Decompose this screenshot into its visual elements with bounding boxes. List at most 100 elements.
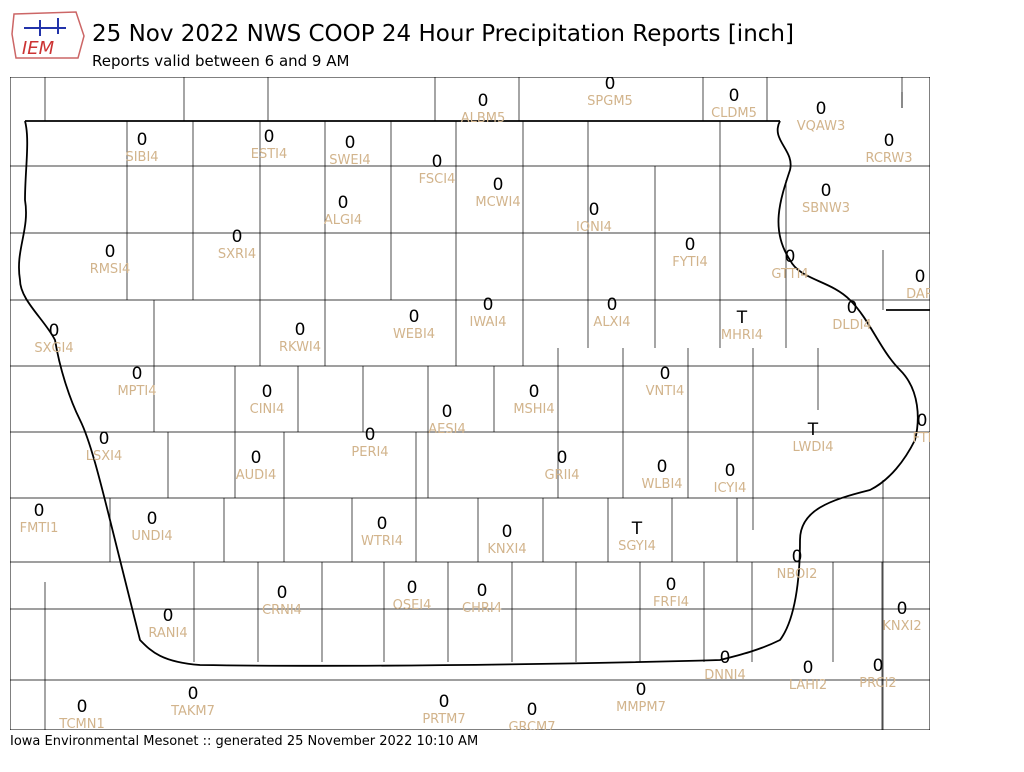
station-id: WLBI4 (641, 477, 682, 492)
station-id: FYTI4 (672, 255, 707, 270)
station-value: 0 (502, 522, 513, 542)
station-id: RCRW3 (865, 151, 912, 166)
station-id: PRTM7 (422, 712, 465, 727)
station-id: WEBI4 (393, 327, 435, 342)
title: 25 Nov 2022 NWS COOP 24 Hour Precipitati… (92, 21, 794, 47)
station-id: LAHI2 (789, 678, 827, 693)
station-id: OSEI4 (393, 598, 432, 613)
station-value: 0 (605, 74, 616, 94)
station-id: KNXI2 (882, 619, 921, 634)
station-id: AESI4 (428, 422, 465, 437)
station-value: 0 (685, 235, 696, 255)
station-id: WTRI4 (361, 534, 403, 549)
station-value: 0 (188, 684, 199, 704)
station-id: CLDM5 (711, 106, 757, 121)
station-id: IONI4 (576, 220, 612, 235)
station-value: 0 (34, 501, 45, 521)
station-id: ESTI4 (251, 147, 288, 162)
station-value: 0 (729, 86, 740, 106)
station-value: 0 (607, 295, 618, 315)
station-id: AUDI4 (236, 468, 277, 483)
station-id: SXRI4 (218, 247, 256, 262)
station-id: KNXI4 (487, 542, 526, 557)
station-value: 0 (657, 457, 668, 477)
station-id: SPGM5 (587, 94, 633, 109)
station-value: 0 (251, 448, 262, 468)
station-id: ICYI4 (714, 481, 747, 496)
station-id: FRFI4 (653, 595, 689, 610)
station-id: DLDI4 (832, 318, 871, 333)
logo-text: IEM (22, 38, 55, 59)
station-value: 0 (163, 606, 174, 626)
station-id: SBNW3 (802, 201, 850, 216)
station-value: 0 (99, 429, 110, 449)
station-value: 0 (847, 298, 858, 318)
station-value: 0 (803, 658, 814, 678)
station-value: 0 (477, 581, 488, 601)
station-value: 0 (917, 411, 928, 431)
station-id: MCWI4 (475, 195, 520, 210)
station-value: 0 (725, 461, 736, 481)
station-id: RANI4 (148, 626, 187, 641)
station-value: T (631, 519, 643, 539)
station-id: GRCM7 (508, 720, 555, 735)
station-value: 0 (493, 175, 504, 195)
station-value: 0 (295, 320, 306, 340)
station-value: 0 (442, 402, 453, 422)
county-lines (10, 77, 930, 730)
station-id: DAR (906, 287, 934, 302)
station-value: 0 (338, 193, 349, 213)
station-id: SWEI4 (329, 153, 370, 168)
station-value: 0 (557, 448, 568, 468)
station-id: CHRI4 (462, 601, 502, 616)
station-id: TCMN1 (58, 717, 104, 732)
station-value: T (807, 420, 819, 440)
station-id: SGYI4 (618, 539, 656, 554)
station-value: 0 (439, 692, 450, 712)
station-value: 0 (432, 152, 443, 172)
station-value: 0 (232, 227, 243, 247)
station-value: 0 (483, 295, 494, 315)
station-id: MHRI4 (721, 328, 763, 343)
station-value: T (736, 308, 748, 328)
station-value: 0 (377, 514, 388, 534)
station-value: 0 (345, 133, 356, 153)
station-id: ALBM5 (461, 111, 506, 126)
station-value: 0 (407, 578, 418, 598)
station-value: 0 (262, 382, 273, 402)
station-value: 0 (897, 599, 908, 619)
station-id: GRII4 (544, 468, 579, 483)
station-id: VNTI4 (646, 384, 685, 399)
station-value: 0 (49, 321, 60, 341)
station-value: 0 (873, 656, 884, 676)
station-value: 0 (409, 307, 420, 327)
station-value: 0 (884, 131, 895, 151)
station-id: RMSI4 (90, 262, 131, 277)
station-id: ALGI4 (324, 213, 362, 228)
subtitle: Reports valid between 6 and 9 AM (92, 52, 349, 70)
station-value: 0 (636, 680, 647, 700)
station-value: 0 (277, 583, 288, 603)
station-id: PRCI2 (859, 676, 896, 691)
station-value: 0 (264, 127, 275, 147)
station-id: VQAW3 (797, 119, 845, 134)
station-value: 0 (365, 425, 376, 445)
station-value: 0 (77, 697, 88, 717)
station-value: 0 (147, 509, 158, 529)
station-value: 0 (821, 181, 832, 201)
station-value: 0 (529, 382, 540, 402)
station-value: 0 (660, 364, 671, 384)
station-value: 0 (527, 700, 538, 720)
station-id: NBOI2 (777, 567, 818, 582)
station-id: SXGI4 (34, 341, 73, 356)
station-value: 0 (785, 247, 796, 267)
station-value: 0 (105, 242, 116, 262)
station-id: FTI (912, 431, 931, 446)
station-id: FMTI1 (20, 521, 59, 536)
station-id: FSCI4 (419, 172, 456, 187)
state-borders (10, 77, 930, 730)
footer: Iowa Environmental Mesonet :: generated … (10, 734, 478, 749)
